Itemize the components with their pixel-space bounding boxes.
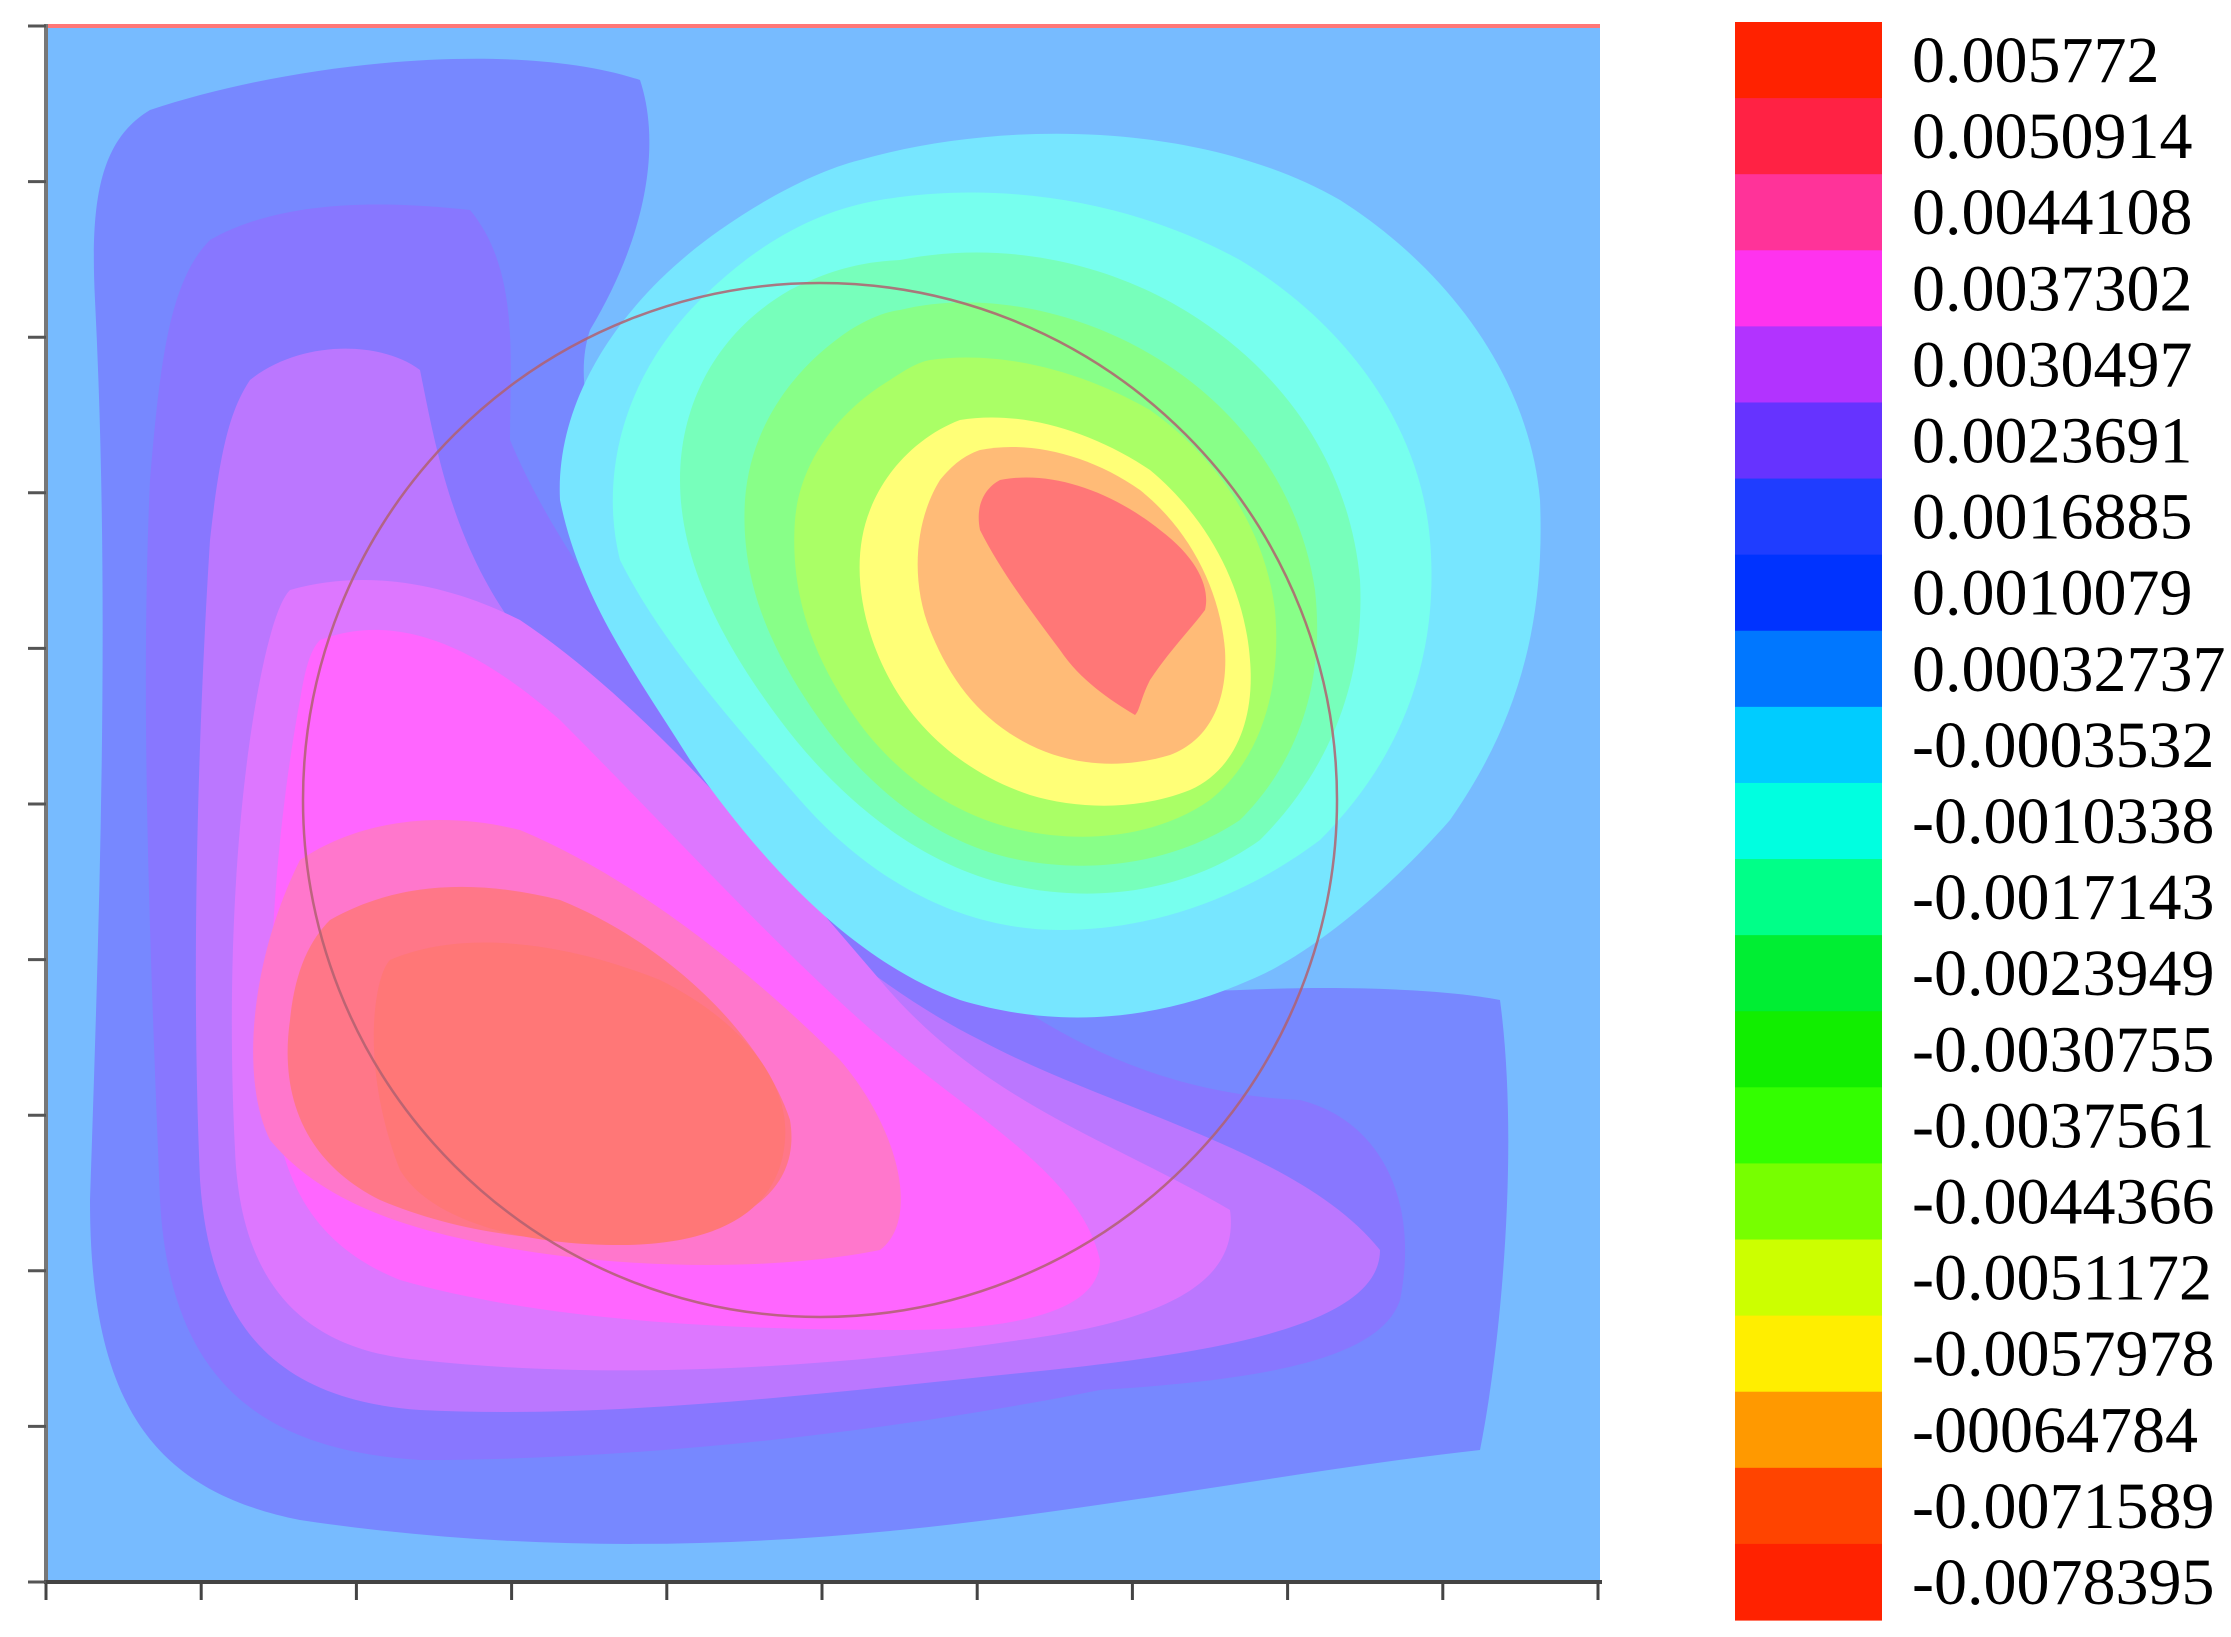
colorbar-label: 0.0044108	[1912, 176, 2193, 249]
colorbar-label: -0.0030755	[1912, 1013, 2214, 1086]
colorbar-swatch	[1735, 22, 1882, 99]
colorbar-swatch	[1735, 859, 1882, 936]
y-ticks	[28, 24, 46, 1584]
colorbar-label: 0.0037302	[1912, 252, 2193, 325]
colorbar-swatch	[1735, 1163, 1882, 1241]
contour-core-positive	[373, 942, 786, 1245]
colorbar-swatch	[1735, 935, 1882, 1012]
colorbar-swatch	[1735, 554, 1882, 632]
colorbar-swatch	[1735, 250, 1882, 327]
colorbar-swatch	[1735, 478, 1882, 556]
colorbar-label: 0.00032737	[1912, 633, 2226, 706]
colorbar-label: 0.0010079	[1912, 557, 2193, 630]
colorbar-label: 0.005772	[1912, 24, 2160, 97]
colorbar-swatch	[1735, 1315, 1882, 1393]
colorbar-label: 0.0023691	[1912, 405, 2193, 478]
colorbar-swatch	[1735, 174, 1882, 251]
colorbar-swatch	[1735, 1391, 1882, 1469]
colorbar-label: 0.0030497	[1912, 328, 2193, 401]
colorbar-label: -0.0023949	[1912, 937, 2214, 1010]
colorbar-swatch	[1735, 1467, 1882, 1545]
colorbar-label: 0.0050914	[1912, 100, 2193, 173]
colorbar-swatch	[1735, 1087, 1882, 1165]
colorbar-swatch	[1735, 630, 1882, 708]
colorbar-legend: 0.0057720.00509140.00441080.00373020.003…	[1735, 22, 2226, 1621]
colorbar-swatch	[1735, 706, 1882, 784]
plot-top-edge	[48, 24, 1600, 28]
colorbar-label: -0.0037561	[1912, 1089, 2214, 1162]
colorbar-label: -0.0017143	[1912, 861, 2214, 934]
colorbar-label: -00064784	[1912, 1394, 2198, 1467]
contour-field	[48, 24, 1600, 1580]
colorbar-swatch	[1735, 326, 1882, 404]
colorbar-swatch	[1735, 402, 1882, 480]
colorbar-label: -0.0010338	[1912, 785, 2214, 858]
colorbar-swatch	[1735, 98, 1882, 175]
colorbar-swatch	[1735, 1011, 1882, 1088]
axes	[28, 24, 1602, 1600]
colorbar-label: -0.0078395	[1912, 1546, 2214, 1619]
colorbar-swatch	[1735, 782, 1882, 860]
contour-core-negative	[978, 477, 1207, 715]
colorbar-swatch	[1735, 1543, 1882, 1621]
x-ticks	[44, 1582, 1600, 1600]
colorbar-swatch	[1735, 1239, 1882, 1317]
colorbar-label: -0.0051172	[1912, 1242, 2212, 1315]
colorbar-label: -0.0003532	[1912, 709, 2214, 782]
colorbar-label: 0.0016885	[1912, 481, 2193, 554]
circle-overlay	[301, 281, 1339, 1319]
colorbar-label: -0.0071589	[1912, 1470, 2214, 1543]
colorbar-label: -0.0044366	[1912, 1165, 2214, 1238]
colorbar-label: -0.0057978	[1912, 1318, 2214, 1391]
